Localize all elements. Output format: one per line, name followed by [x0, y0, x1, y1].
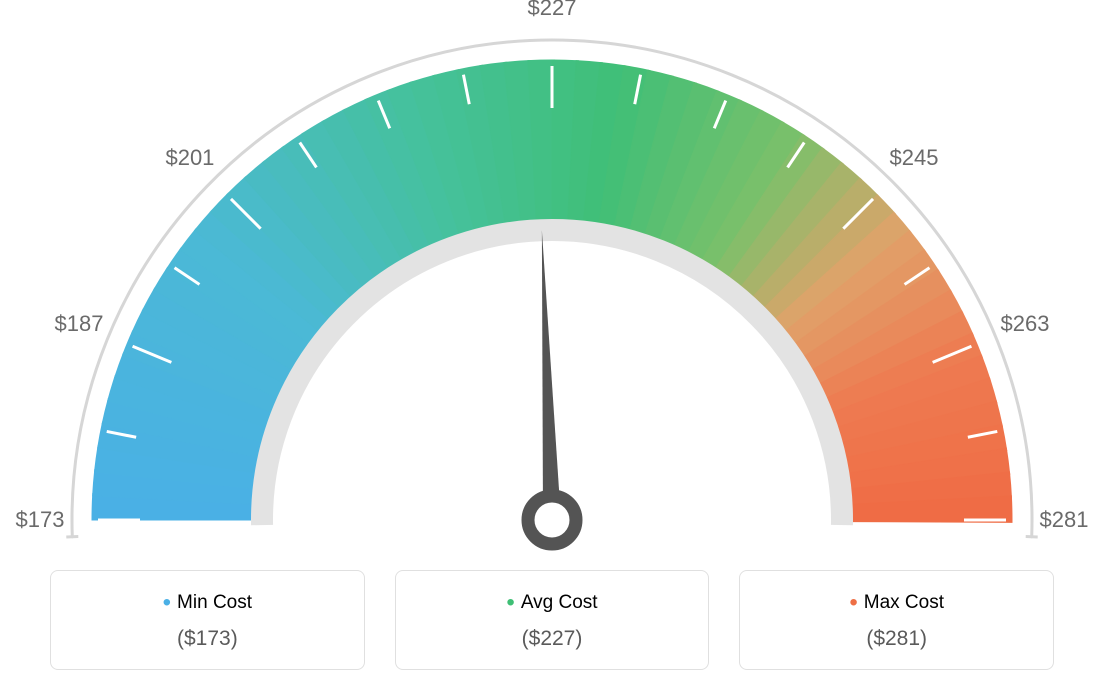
gauge-svg	[0, 0, 1104, 560]
legend-card-max: • Max Cost ($281)	[739, 570, 1054, 670]
legend-dot-avg: •	[506, 589, 514, 616]
legend-value-max: ($281)	[750, 627, 1043, 651]
gauge-tick-label: $187	[54, 311, 103, 337]
legend-card-avg: • Avg Cost ($227)	[395, 570, 710, 670]
gauge-tick-label: $173	[16, 507, 65, 533]
legend-title-avg: • Avg Cost	[406, 589, 699, 617]
legend-title-avg-text: Avg Cost	[521, 592, 598, 613]
gauge-tick-label: $245	[890, 145, 939, 171]
legend-dot-max: •	[849, 589, 857, 616]
legend-row: • Min Cost ($173) • Avg Cost ($227) • Max C…	[50, 570, 1054, 670]
gauge-tick-label: $263	[1001, 311, 1050, 337]
legend-value-min: ($173)	[61, 627, 354, 651]
legend-title-min-text: Min Cost	[177, 592, 252, 613]
gauge-chart: $173 $187 $201 $227 $245 $263 $281	[0, 0, 1104, 560]
legend-title-max-text: Max Cost	[864, 592, 944, 613]
gauge-tick-label: $201	[165, 145, 214, 171]
legend-value-avg: ($227)	[406, 627, 699, 651]
legend-title-max: • Max Cost	[750, 589, 1043, 617]
legend-card-min: • Min Cost ($173)	[50, 570, 365, 670]
legend-title-min: • Min Cost	[61, 589, 354, 617]
gauge-tick-label: $227	[528, 0, 577, 21]
legend-dot-min: •	[163, 589, 171, 616]
gauge-tick-label: $281	[1040, 507, 1089, 533]
